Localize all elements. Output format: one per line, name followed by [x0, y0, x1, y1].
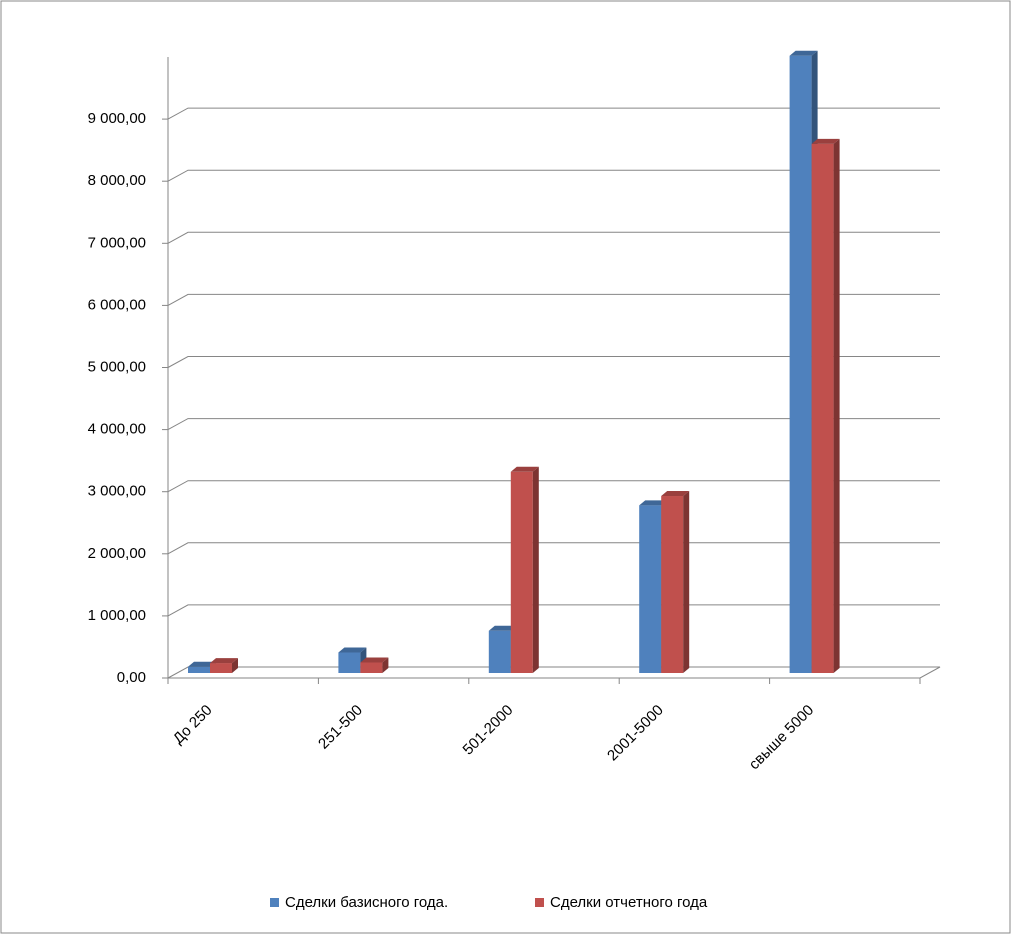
- grid-line: [167, 169, 940, 182]
- bar-face: [789, 50, 818, 56]
- grid-line: [167, 231, 940, 244]
- legend-swatch: [270, 898, 279, 907]
- grid-line: [167, 356, 940, 368]
- grid-line: [167, 480, 940, 493]
- y-tick-label: 1 000,00: [88, 607, 146, 624]
- grid-line: [167, 107, 940, 120]
- bar-face: [532, 466, 539, 673]
- y-tick-label: 4 000,00: [88, 421, 146, 438]
- y-tick-label: 0,00: [117, 669, 146, 686]
- bar-face: [510, 471, 533, 673]
- legend-label: Сделки базисного года.: [285, 894, 448, 911]
- bar: [811, 138, 840, 673]
- bar: [661, 491, 690, 673]
- legend-label: Сделки отчетного года: [550, 894, 708, 911]
- y-tick-label: 3 000,00: [88, 483, 146, 500]
- bar-face: [639, 505, 662, 673]
- grid-line: [167, 542, 940, 555]
- bar-face: [360, 662, 383, 673]
- bar-face: [789, 55, 812, 673]
- bar: [510, 466, 539, 673]
- bar-face: [232, 658, 238, 673]
- bar-face: [210, 663, 232, 673]
- bar-face: [188, 666, 210, 673]
- bar-face: [683, 491, 690, 673]
- bar-face: [639, 500, 668, 506]
- bar-face: [338, 647, 367, 653]
- y-tick-label: 2 000,00: [88, 545, 146, 562]
- bar-face: [338, 652, 361, 673]
- grid-line: [167, 604, 940, 617]
- bar-face: [488, 625, 517, 631]
- legend-swatch: [535, 898, 544, 907]
- bar-face: [188, 661, 216, 667]
- bar-face: [360, 657, 389, 663]
- y-tick-label: 5 000,00: [88, 358, 146, 375]
- bar: [338, 647, 367, 673]
- y-tick-label: 6 000,00: [88, 296, 146, 313]
- y-tick-label: 7 000,00: [88, 234, 146, 251]
- y-tick-label: 9 000,00: [88, 110, 146, 127]
- grid-line: [167, 293, 940, 306]
- bar-face: [510, 466, 539, 472]
- floor: [167, 666, 941, 679]
- bar-face: [661, 496, 684, 673]
- bar-face: [833, 138, 840, 673]
- bar: [210, 658, 238, 673]
- bar: [360, 657, 389, 673]
- bar-face: [488, 630, 511, 673]
- y-tick-label: 8 000,00: [88, 172, 146, 189]
- bar-face: [811, 143, 834, 673]
- grid-line: [167, 418, 940, 431]
- bar-face: [661, 491, 690, 497]
- bar-face: [210, 658, 238, 664]
- bar-face: [811, 138, 840, 144]
- bar-face: [382, 657, 389, 673]
